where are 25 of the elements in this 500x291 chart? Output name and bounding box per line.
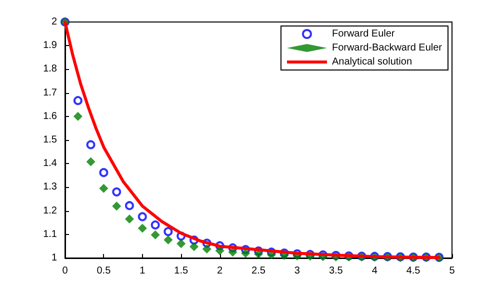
y-tick-label: 1.8 — [43, 64, 58, 75]
y-tick-label: 1.9 — [43, 40, 58, 52]
x-tick-label: 1.5 — [174, 266, 188, 276]
y-tick-label: 1.5 — [43, 134, 58, 146]
y-tick-label: 1.4 — [43, 158, 58, 170]
x-tick-label: 2 — [217, 266, 224, 276]
x-tick-label: 4 — [372, 266, 378, 276]
x-tick-label: 0 — [62, 266, 68, 276]
x-tick-label: 4.5 — [406, 266, 421, 276]
y-tick-label: 1.6 — [43, 110, 58, 122]
y-tick-label: 1.3 — [43, 182, 58, 193]
x-tick-label: 3 — [294, 266, 300, 276]
y-tick-label: 1 — [51, 252, 58, 264]
y-tick-label: 1.1 — [43, 228, 58, 240]
legend-label: Forward-Backward Euler — [332, 42, 443, 54]
legend-label: Forward Euler — [332, 28, 396, 40]
x-tick-label: 1 — [140, 266, 146, 276]
legend-label: Analytical solution — [332, 56, 412, 68]
x-tick-label: 5 — [449, 266, 456, 276]
y-tick-label: 1.7 — [43, 87, 58, 98]
y-tick-label: 1.2 — [43, 205, 58, 216]
y-tick-label: 2 — [51, 16, 58, 28]
x-tick-label: 3.5 — [328, 266, 344, 276]
x-tick-label: 2.5 — [252, 266, 266, 276]
x-tick-label: 0.5 — [96, 266, 112, 276]
